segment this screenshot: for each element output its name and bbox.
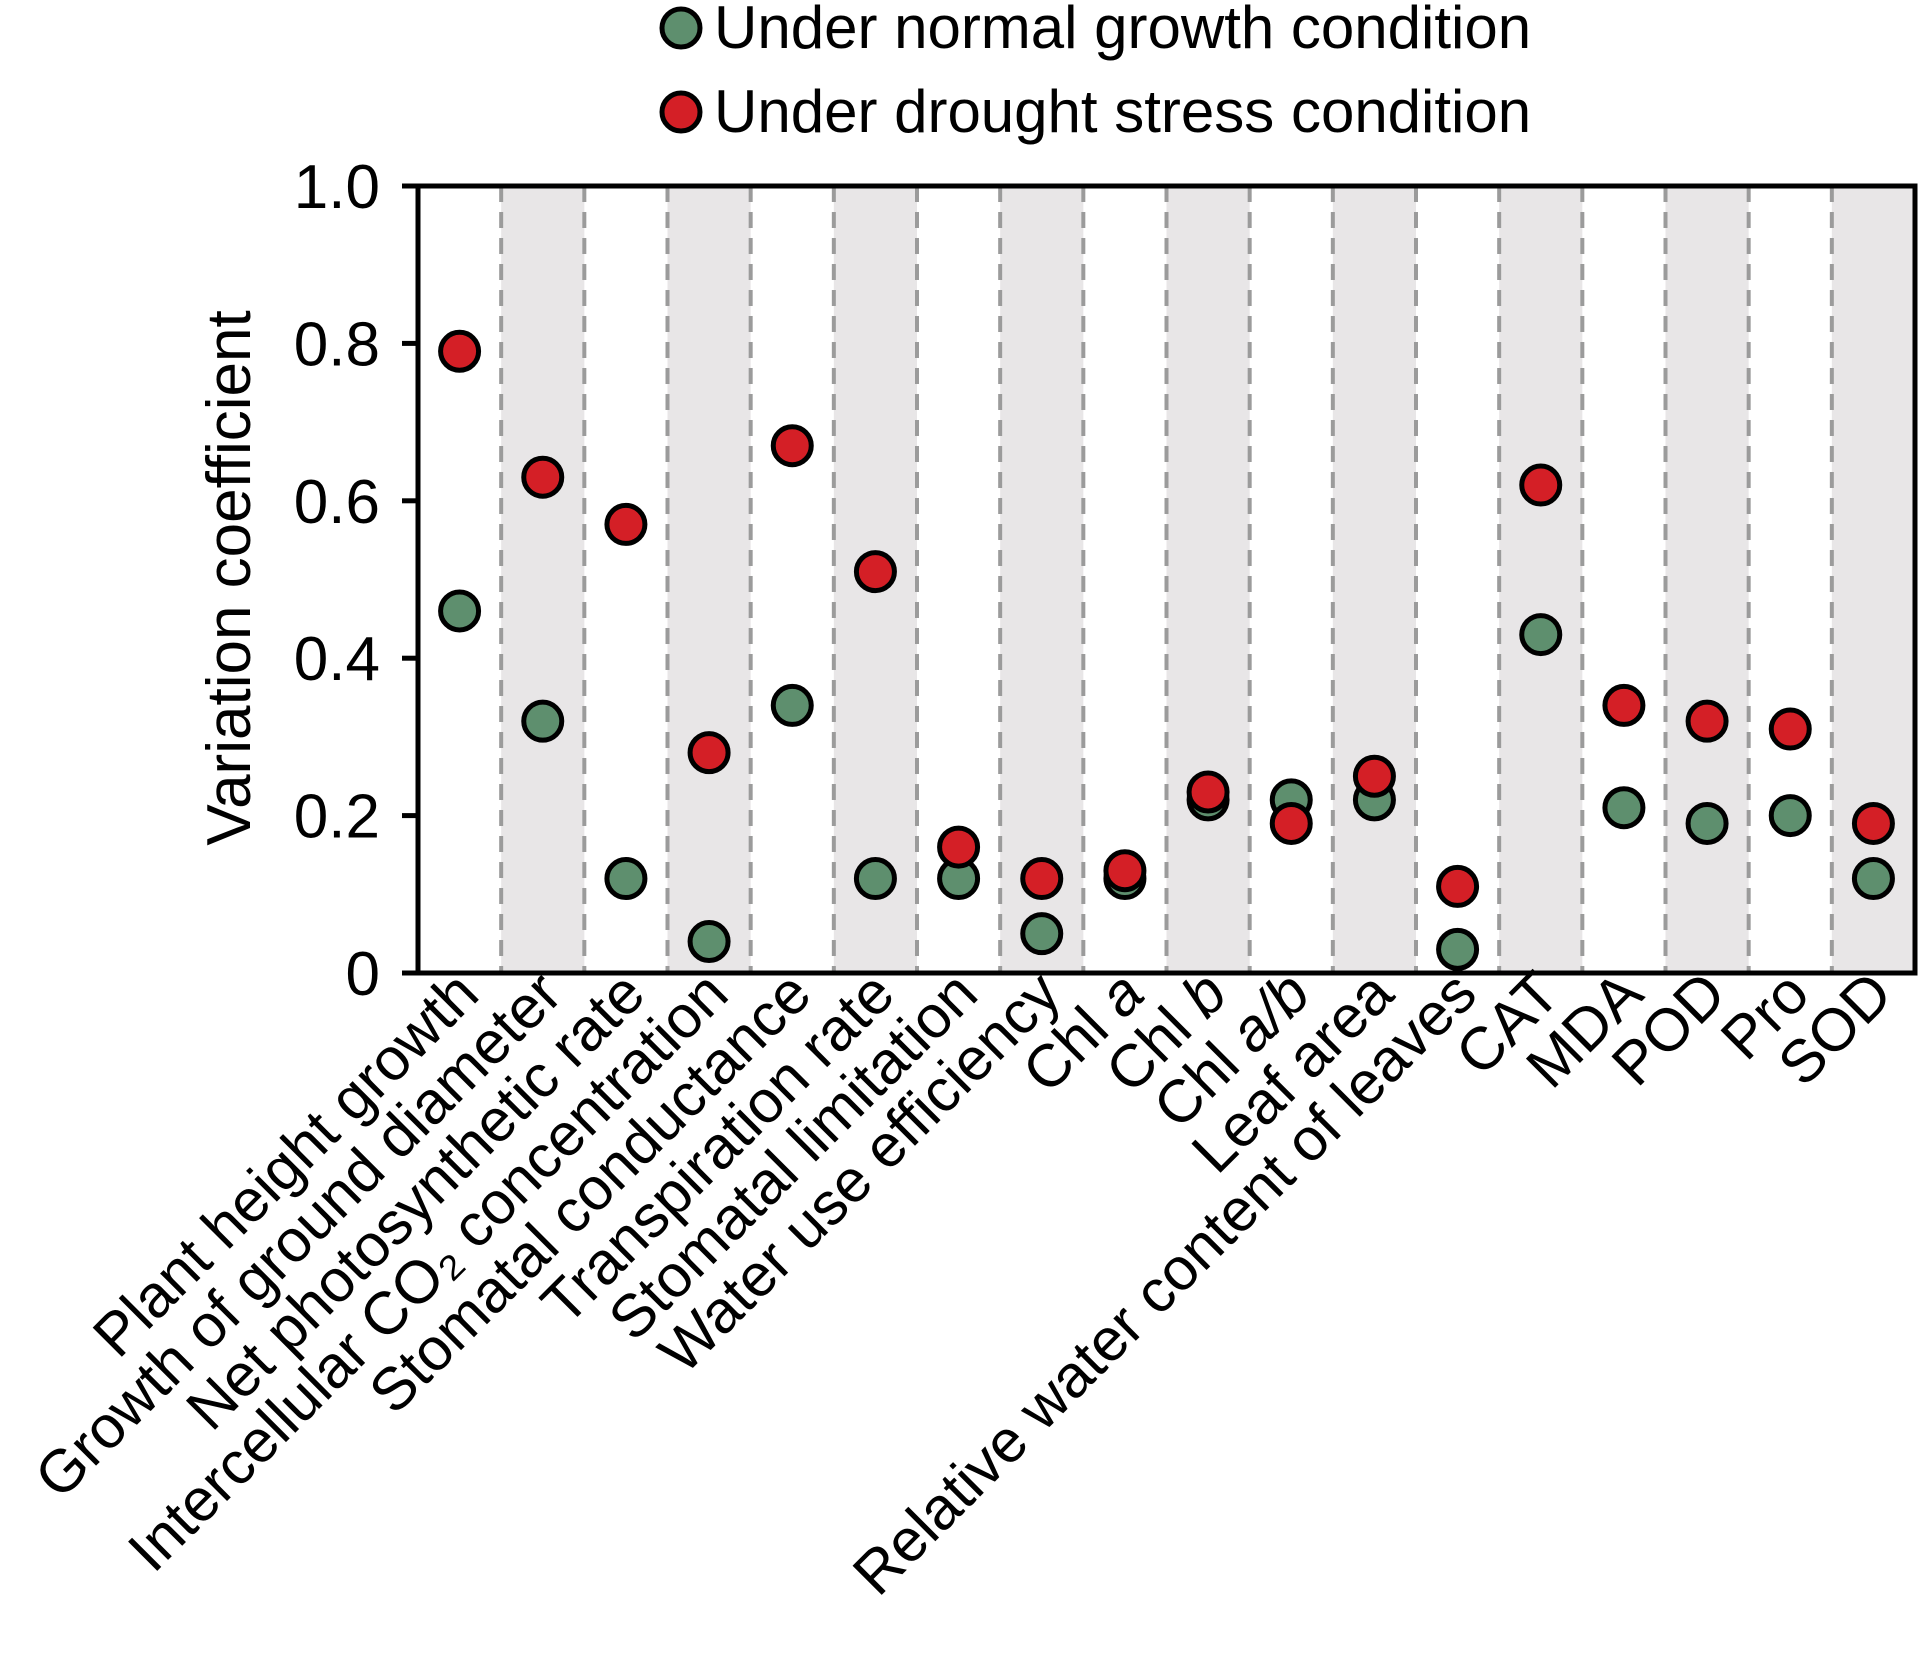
point-normal — [1602, 786, 1646, 830]
point-normal — [1519, 613, 1563, 657]
point-normal — [521, 699, 565, 743]
y-tick-label: 0.6 — [294, 468, 380, 537]
point-normal — [853, 857, 897, 901]
point-drought — [1269, 801, 1313, 845]
point-drought — [1851, 801, 1895, 845]
y-tick-label: 0 — [346, 940, 380, 1009]
category-band — [1665, 186, 1749, 973]
legend: Under normal growth condition Under drou… — [659, 0, 1531, 145]
point-drought — [687, 731, 731, 775]
point-drought — [1685, 699, 1729, 743]
legend-label-drought: Under drought stress condition — [714, 78, 1531, 145]
plot-frame — [415, 183, 1918, 976]
y-tick-label: 0.8 — [294, 310, 380, 379]
point-drought — [438, 329, 482, 373]
point-drought — [1186, 770, 1230, 814]
category-band — [1499, 186, 1583, 973]
point-drought — [1436, 864, 1480, 908]
category-band — [501, 186, 585, 973]
y-axis-title: Variation coefficient — [195, 310, 264, 845]
point-normal — [687, 920, 731, 964]
point-normal — [1768, 794, 1812, 838]
y-tick-label: 0.2 — [294, 783, 380, 852]
point-normal — [1020, 912, 1064, 956]
category-dividers — [499, 186, 1834, 973]
point-drought — [1103, 849, 1147, 893]
category-band — [1000, 186, 1084, 973]
point-normal — [1685, 801, 1729, 845]
legend-marker-normal — [659, 6, 703, 50]
point-normal — [1851, 857, 1895, 901]
data-points — [438, 329, 1895, 971]
category-band — [1332, 186, 1416, 973]
point-drought — [937, 825, 981, 869]
point-drought — [1768, 707, 1812, 751]
point-drought — [853, 550, 897, 594]
point-normal — [1436, 927, 1480, 971]
category-band — [667, 186, 751, 973]
y-tick-label: 0.4 — [294, 625, 380, 694]
point-drought — [521, 455, 565, 499]
y-tick-label: 1.0 — [294, 153, 380, 222]
point-drought — [1352, 754, 1396, 798]
category-band — [1831, 186, 1915, 973]
legend-label-normal: Under normal growth condition — [714, 0, 1531, 61]
point-drought — [1602, 683, 1646, 727]
point-normal — [770, 683, 814, 727]
point-normal — [604, 857, 648, 901]
alternating-category-bands — [501, 186, 1915, 973]
category-band — [1166, 186, 1250, 973]
point-drought — [770, 424, 814, 468]
point-normal — [438, 589, 482, 633]
legend-marker-drought — [659, 90, 703, 134]
point-drought — [604, 502, 648, 546]
point-drought — [1519, 463, 1563, 507]
y-axis: 0 0.2 0.4 0.6 0.8 1.0 — [294, 153, 418, 1009]
point-drought — [1020, 857, 1064, 901]
